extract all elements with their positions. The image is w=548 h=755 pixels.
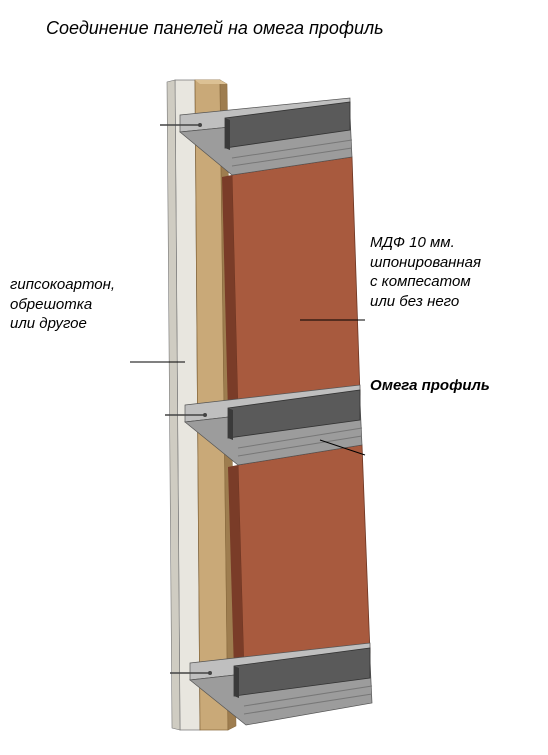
mdf-panel-lower (228, 445, 370, 673)
label-drywall: гипсокоартон, обрешоткаили другое (10, 275, 150, 334)
diagram-title: Соединение панелей на омега профиль (46, 18, 384, 39)
label-mdf-panel: МДФ 10 мм.шпонированнаяс компесатомили б… (370, 233, 540, 311)
panel-diagram (0, 70, 548, 750)
label-omega-profile: Омега профиль (370, 376, 490, 396)
mdf-panel-upper (222, 157, 360, 415)
